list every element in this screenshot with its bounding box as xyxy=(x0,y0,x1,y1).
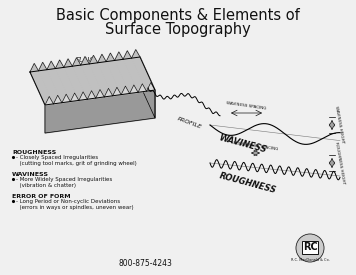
Polygon shape xyxy=(38,62,62,104)
Text: FLAW: FLAW xyxy=(75,57,95,69)
Text: - Long Period or Non-cyclic Deviations: - Long Period or Non-cyclic Deviations xyxy=(16,199,120,205)
Text: ROUGHNESS SPACING: ROUGHNESS SPACING xyxy=(233,141,278,151)
Polygon shape xyxy=(123,51,147,92)
Polygon shape xyxy=(131,50,155,91)
Text: - More Widely Spaced Irregularities: - More Widely Spaced Irregularities xyxy=(16,177,112,183)
Polygon shape xyxy=(106,53,130,95)
Text: WAVINESS SPACING: WAVINESS SPACING xyxy=(226,101,267,111)
Text: Basic Components & Elements of: Basic Components & Elements of xyxy=(56,8,300,23)
Text: ROUGHNESS: ROUGHNESS xyxy=(219,171,278,195)
Circle shape xyxy=(296,234,324,262)
Polygon shape xyxy=(56,60,79,101)
Text: - Closely Spaced Irregularities: - Closely Spaced Irregularities xyxy=(16,155,98,161)
Bar xyxy=(302,241,318,254)
Polygon shape xyxy=(45,90,155,133)
Polygon shape xyxy=(140,57,155,118)
Text: RC: RC xyxy=(303,242,318,252)
Polygon shape xyxy=(115,52,138,94)
Text: ROUGHNESS HEIGHT: ROUGHNESS HEIGHT xyxy=(334,141,345,185)
Polygon shape xyxy=(30,64,53,105)
Text: 800-875-4243: 800-875-4243 xyxy=(118,258,172,268)
Text: ERROR OF FORM: ERROR OF FORM xyxy=(12,194,70,199)
Text: (vibration & chatter): (vibration & chatter) xyxy=(16,183,76,188)
Polygon shape xyxy=(98,54,121,96)
Text: Surface Topography: Surface Topography xyxy=(105,22,251,37)
Polygon shape xyxy=(47,61,70,103)
Text: R.C. MacDonald & Co.: R.C. MacDonald & Co. xyxy=(290,258,329,262)
Polygon shape xyxy=(81,56,104,98)
Text: (cutting tool marks, grit of grinding wheel): (cutting tool marks, grit of grinding wh… xyxy=(16,161,137,166)
Text: ROUGHNESS: ROUGHNESS xyxy=(12,150,56,155)
Text: WAVINESS: WAVINESS xyxy=(217,133,267,155)
Polygon shape xyxy=(64,59,87,100)
Text: WAVINESS: WAVINESS xyxy=(12,172,49,177)
Polygon shape xyxy=(30,57,155,105)
Text: PROFILE: PROFILE xyxy=(177,116,203,130)
Polygon shape xyxy=(89,55,113,97)
Text: (errors in ways or spindles, uneven wear): (errors in ways or spindles, uneven wear… xyxy=(16,205,134,210)
Text: WAVINESS HEIGHT: WAVINESS HEIGHT xyxy=(334,106,345,144)
Polygon shape xyxy=(72,58,96,99)
